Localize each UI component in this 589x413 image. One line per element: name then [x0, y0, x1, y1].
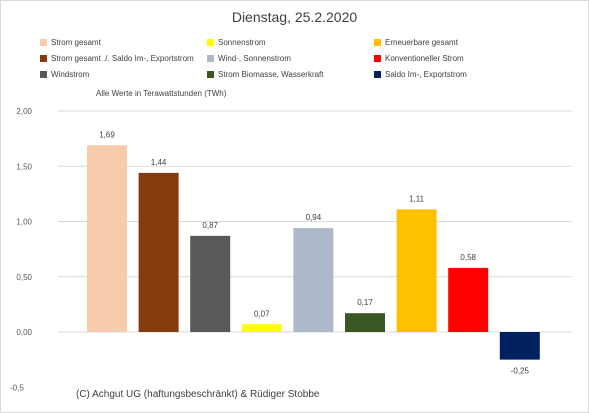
legend-item: Strom Biomasse, Wasserkraft — [207, 70, 324, 79]
data-label: 0,87 — [202, 221, 218, 230]
legend-swatch — [207, 71, 214, 78]
data-label: 0,94 — [306, 213, 322, 222]
data-label: 0,58 — [460, 253, 476, 262]
bar — [396, 209, 437, 332]
unit-note: Alle Werte in Terawattstunden (TWh) — [96, 89, 227, 98]
legend-swatch — [40, 39, 47, 46]
y-tick-label: 0,00 — [16, 328, 32, 337]
bar — [241, 324, 282, 332]
legend-swatch — [374, 39, 381, 46]
legend-label: Strom Biomasse, Wasserkraft — [218, 70, 324, 79]
legend-label: Windstrom — [51, 70, 90, 79]
data-label: 1,11 — [409, 194, 425, 203]
legend-swatch — [40, 55, 47, 62]
data-label: 1,69 — [99, 130, 115, 139]
data-label: 0,07 — [254, 309, 270, 318]
y-tick-label: 2,00 — [16, 107, 32, 116]
legend-swatch — [374, 71, 381, 78]
legend-swatch — [374, 55, 381, 62]
legend-item: Erneuerbare gesamt — [374, 38, 458, 47]
bar — [499, 332, 540, 360]
bar — [190, 235, 231, 332]
legend-label: Strom gesamt — [51, 38, 101, 47]
y-tick-label: 1,50 — [16, 162, 32, 171]
legend-label: Konventioneller Strom — [385, 54, 464, 63]
legend-label: Wind-, Sonnenstrom — [218, 54, 291, 63]
chart-title: Dienstag, 25.2.2020 — [231, 9, 358, 25]
legend-item: Windstrom — [40, 70, 89, 79]
legend-item: Sonnenstrom — [207, 38, 266, 47]
legend-label: Sonnenstrom — [218, 38, 266, 47]
y-tick-label: 1,00 — [16, 218, 32, 227]
legend-swatch — [207, 39, 214, 46]
legend-label: Strom gesamt ./. Saldo Im-, Exportstrom — [51, 54, 194, 63]
legend-item: Strom gesamt ./. Saldo Im-, Exportstrom — [40, 54, 194, 63]
bar — [138, 172, 179, 332]
data-label: -0,25 — [511, 367, 530, 376]
bar — [448, 267, 489, 332]
bar — [345, 313, 385, 332]
legend-item: Konventioneller Strom — [374, 54, 464, 63]
legend-label: Erneuerbare gesamt — [385, 38, 458, 47]
bar — [293, 228, 334, 332]
legend-item: Wind-, Sonnenstrom — [207, 54, 291, 63]
data-label: 0,17 — [357, 298, 373, 307]
legend-item: Strom gesamt — [40, 38, 101, 47]
y-tick-label: 0,50 — [16, 273, 32, 282]
legend-label: Saldo Im-, Exportstrom — [385, 70, 467, 79]
legend-item: Saldo Im-, Exportstrom — [374, 70, 467, 79]
y-tick-label: -0,5 — [10, 383, 24, 392]
bar — [87, 145, 127, 332]
copyright-note: (C) Achgut UG (haftungsbeschränkt) & Rüd… — [76, 389, 320, 400]
legend-swatch — [207, 55, 214, 62]
legend-swatch — [40, 71, 47, 78]
data-label: 1,44 — [151, 158, 167, 167]
